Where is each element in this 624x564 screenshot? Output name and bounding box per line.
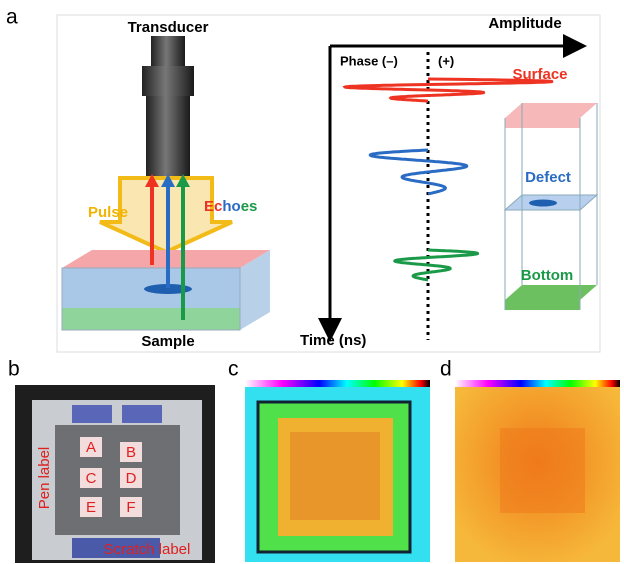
pen-label: Pen label: [36, 447, 53, 510]
pad-label: B: [126, 444, 136, 461]
map-c: [245, 380, 430, 562]
pad-label: A: [86, 439, 96, 456]
phase-label: Phase (–): [340, 53, 398, 68]
pad-label: E: [86, 499, 96, 516]
pad-label: F: [126, 499, 135, 516]
echoes-part: ho: [222, 198, 240, 215]
map-d: [455, 380, 620, 562]
pad-label: C: [86, 470, 97, 487]
pad-label: D: [126, 470, 137, 487]
figure: a Transducer Pulse Echoes Sample Amplitu…: [0, 0, 624, 564]
sample-label: Sample: [141, 333, 194, 350]
echoes-label: Echoes: [204, 198, 257, 215]
pulse-label: Pulse: [88, 204, 128, 221]
time-label: Time (ns): [300, 332, 366, 349]
echoes-part: es: [241, 198, 258, 215]
scratch-label: Scratch label: [104, 541, 191, 558]
transducer-label: Transducer: [128, 19, 209, 36]
phase-label: (+): [438, 53, 454, 68]
amplitude-label: Amplitude: [488, 15, 561, 32]
echoes-part: Ec: [204, 198, 222, 215]
panel-label: d: [440, 358, 452, 381]
defect-label: Defect: [525, 169, 571, 186]
panel-label: a: [6, 6, 18, 29]
panel-label: c: [228, 358, 239, 381]
panel-label: b: [8, 358, 20, 381]
bottom-label: Bottom: [521, 267, 574, 284]
